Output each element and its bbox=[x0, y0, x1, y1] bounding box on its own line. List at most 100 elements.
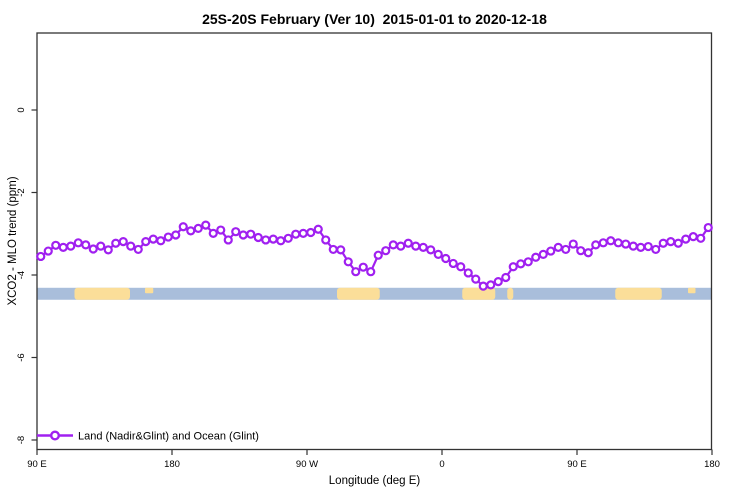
data-point bbox=[298, 228, 308, 238]
data-point bbox=[598, 238, 608, 248]
data-point bbox=[148, 234, 158, 244]
data-point bbox=[606, 236, 616, 246]
data-point bbox=[261, 235, 271, 245]
data-point bbox=[81, 240, 91, 250]
data-point bbox=[201, 220, 211, 230]
land-band-africa bbox=[462, 287, 496, 300]
data-point bbox=[66, 241, 76, 251]
data-point bbox=[43, 246, 53, 256]
data-point bbox=[231, 227, 241, 237]
data-point bbox=[133, 244, 143, 255]
legend-marker bbox=[50, 430, 61, 441]
land-band-australia-wrap bbox=[615, 287, 662, 300]
data-point bbox=[411, 241, 421, 251]
data-point bbox=[576, 246, 586, 256]
data-point bbox=[418, 242, 428, 252]
plot-frame bbox=[36, 32, 713, 451]
land-band-south-america bbox=[337, 287, 380, 300]
data-point bbox=[636, 242, 646, 252]
land-band-new-caledonia-wrap bbox=[688, 287, 696, 294]
data-point bbox=[208, 228, 218, 238]
data-point bbox=[561, 244, 571, 255]
land-band-madagascar bbox=[507, 287, 514, 300]
x-tick-label: 90 E bbox=[27, 459, 47, 470]
data-point bbox=[703, 222, 713, 233]
data-point bbox=[351, 267, 361, 277]
data-point bbox=[388, 240, 398, 250]
data-point bbox=[508, 262, 518, 272]
data-point bbox=[313, 224, 323, 234]
data-point bbox=[58, 242, 68, 252]
data-point bbox=[471, 274, 481, 284]
data-point bbox=[223, 235, 233, 245]
data-point bbox=[628, 241, 638, 251]
data-point bbox=[621, 239, 631, 249]
data-point bbox=[253, 232, 263, 243]
legend-label: Land (Nadir&Glint) and Ocean (Glint) bbox=[78, 431, 259, 443]
data-point bbox=[276, 236, 286, 246]
data-point bbox=[673, 238, 683, 248]
data-point bbox=[493, 277, 503, 287]
x-tick-label: 0 bbox=[439, 459, 444, 470]
y-tick-label: -6 bbox=[16, 353, 27, 361]
data-point bbox=[688, 232, 698, 242]
data-point bbox=[178, 222, 188, 232]
data-point bbox=[186, 226, 196, 236]
data-point bbox=[441, 253, 451, 264]
data-point bbox=[531, 252, 541, 262]
data-point bbox=[546, 246, 556, 256]
data-point bbox=[666, 236, 676, 247]
data-point bbox=[73, 238, 83, 248]
data-point bbox=[141, 236, 151, 247]
data-point bbox=[696, 233, 706, 243]
data-point bbox=[516, 259, 526, 269]
data-point bbox=[643, 241, 653, 252]
y-tick-label: -4 bbox=[16, 271, 27, 279]
data-point bbox=[103, 245, 113, 255]
data-point bbox=[486, 280, 496, 290]
data-point bbox=[88, 244, 98, 254]
data-point bbox=[111, 238, 121, 248]
data-point bbox=[568, 239, 578, 249]
data-point bbox=[658, 238, 668, 248]
data-point bbox=[193, 223, 203, 233]
data-point bbox=[591, 240, 601, 250]
data-point bbox=[381, 246, 391, 256]
data-point bbox=[426, 245, 436, 255]
data-point bbox=[51, 240, 61, 250]
data-point bbox=[523, 257, 533, 267]
data-point bbox=[36, 251, 46, 262]
chart-title: 25S-20S February (Ver 10) 2015-01-01 to … bbox=[202, 11, 547, 27]
land-band-australia bbox=[74, 287, 130, 300]
data-point bbox=[246, 229, 256, 239]
land-band-new-caledonia bbox=[145, 287, 154, 294]
data-point bbox=[651, 244, 661, 255]
data-point bbox=[396, 241, 406, 251]
data-point bbox=[456, 262, 466, 272]
data-point bbox=[501, 272, 511, 283]
data-point bbox=[268, 234, 278, 244]
data-point bbox=[373, 250, 383, 260]
data-point bbox=[171, 230, 181, 240]
data-point bbox=[118, 236, 128, 247]
data-point bbox=[321, 235, 331, 245]
data-point bbox=[96, 241, 106, 251]
data-point bbox=[553, 242, 563, 252]
data-point bbox=[433, 249, 443, 259]
x-tick-label: 90 W bbox=[296, 459, 318, 470]
data-point bbox=[366, 267, 376, 277]
y-tick-label: -8 bbox=[16, 436, 27, 444]
x-tick-label: 180 bbox=[704, 459, 720, 470]
data-point bbox=[358, 262, 368, 272]
data-point bbox=[681, 234, 691, 244]
data-point bbox=[126, 241, 136, 251]
x-tick-label: 90 E bbox=[567, 459, 587, 470]
data-point bbox=[583, 248, 593, 258]
data-point bbox=[306, 227, 316, 238]
y-tick-label: -2 bbox=[16, 188, 27, 196]
data-point bbox=[613, 238, 623, 248]
data-point bbox=[403, 238, 413, 248]
data-point bbox=[216, 225, 226, 235]
